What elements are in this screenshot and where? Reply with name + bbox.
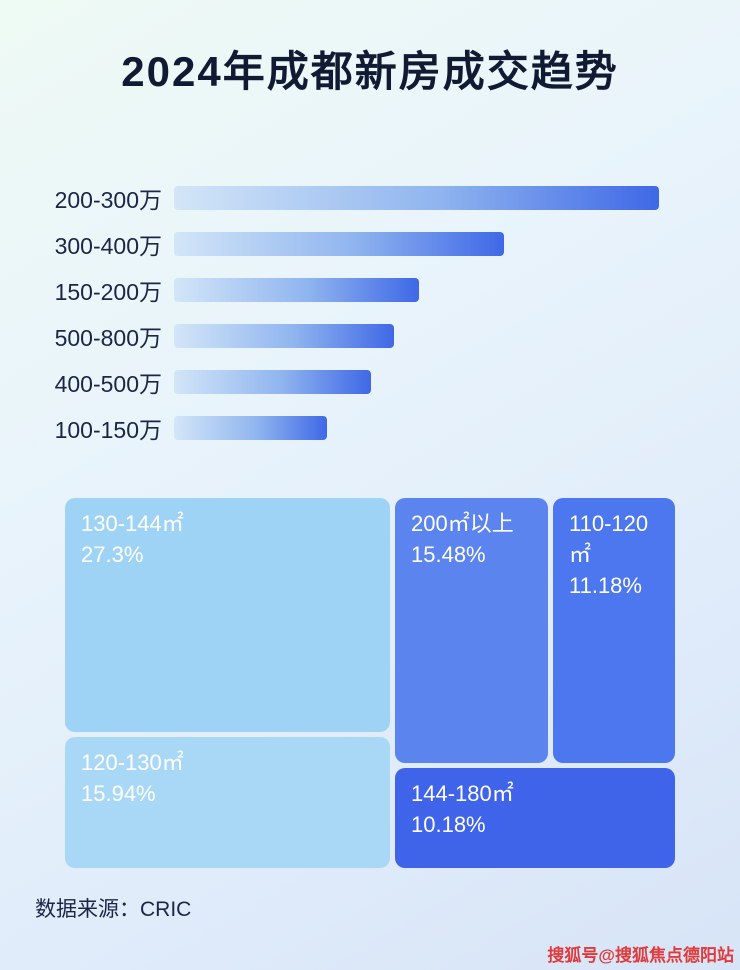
treemap-value: 11.18% — [569, 572, 642, 598]
treemap-label: 200㎡以上 — [411, 511, 514, 536]
treemap-label: 144-180㎡ — [411, 781, 514, 806]
bar-200-300万 — [174, 186, 659, 210]
treemap-block-110-120: 110-120㎡ 11.18% — [553, 498, 675, 763]
treemap-value: 27.3% — [81, 541, 144, 567]
bar-row: 100-150万 — [0, 416, 659, 443]
treemap-value: 15.48% — [411, 541, 486, 567]
bar-row: 500-800万 — [0, 324, 659, 351]
bar-500-800万 — [174, 324, 394, 348]
treemap-block-130-144: 130-144㎡ 27.3% — [65, 498, 390, 732]
treemap-value: 10.18% — [411, 811, 486, 837]
bar-row: 300-400万 — [0, 232, 659, 259]
bar-row: 400-500万 — [0, 370, 659, 397]
bar-category-label: 150-200万 — [54, 279, 162, 305]
watermark: 搜狐号@搜狐焦点德阳站 — [547, 946, 734, 965]
bar-category-label: 200-300万 — [54, 187, 162, 213]
treemap-block-120-130: 120-130㎡ 15.94% — [65, 737, 390, 868]
page-title: 2024年成都新房成交趋势 — [121, 48, 619, 95]
bar-category-label: 300-400万 — [54, 233, 162, 259]
price-range-bar-chart: 200-300万 300-400万 150-200万 500-800万 400-500万… — [0, 186, 659, 443]
treemap-block-200-plus: 200㎡以上 15.48% — [395, 498, 548, 763]
treemap-block-144-180: 144-180㎡ 10.18% — [395, 768, 675, 868]
treemap-label: 130-144㎡ — [81, 511, 184, 536]
bar-150-200万 — [174, 278, 419, 302]
bar-category-label: 100-150万 — [54, 417, 162, 443]
bar-category-label: 500-800万 — [54, 325, 162, 351]
bar-400-500万 — [174, 370, 371, 394]
treemap-value: 15.94% — [81, 780, 156, 806]
bar-100-150万 — [174, 416, 327, 440]
bar-category-label: 400-500万 — [54, 371, 162, 397]
bar-300-400万 — [174, 232, 504, 256]
bar-row: 200-300万 — [0, 186, 659, 213]
treemap-label: 110-120㎡ — [569, 511, 649, 567]
treemap-label: 120-130㎡ — [81, 750, 184, 775]
data-source: 数据来源：CRIC — [35, 898, 192, 921]
bar-row: 150-200万 — [0, 278, 659, 305]
